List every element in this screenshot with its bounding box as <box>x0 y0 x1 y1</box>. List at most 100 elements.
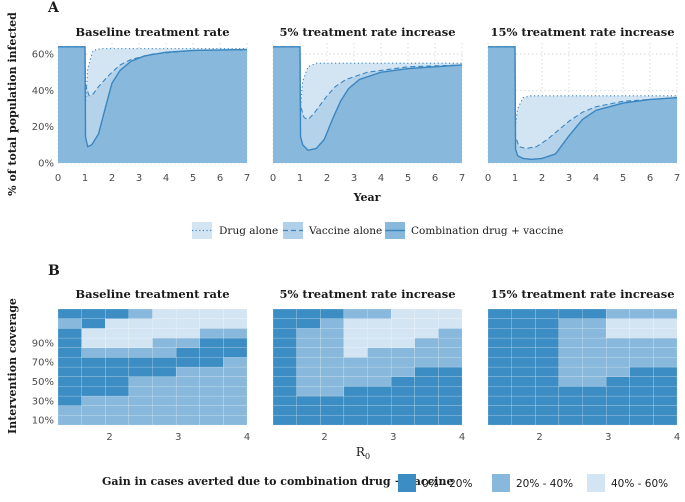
heatmap-cell <box>558 366 583 377</box>
heatmap-cell <box>128 376 153 387</box>
heatmap-title: 15% treatment rate increase <box>490 287 674 301</box>
heatmap-cell <box>175 386 200 397</box>
heatmap-cell <box>152 357 177 368</box>
area-combination <box>58 46 247 163</box>
heatmap-cell <box>511 337 536 348</box>
heatmap-cell <box>152 347 177 358</box>
r0-label-main: R <box>356 445 366 459</box>
heatmap-cell <box>653 347 678 358</box>
legend-swatch-0-20 <box>398 474 416 492</box>
heatmap-cell <box>152 405 177 416</box>
heatmap-cell <box>296 395 321 406</box>
x-tick-label: 1 <box>82 173 88 184</box>
heatmap-cell <box>582 395 607 406</box>
y-tick-label: 0% <box>38 159 54 170</box>
heatmap-cell <box>128 405 153 416</box>
heatmap-cell <box>105 405 130 416</box>
line-combination <box>273 46 463 152</box>
x-tick-label: 3 <box>566 173 572 184</box>
heatmap-cell <box>152 328 177 339</box>
heatmap-cell <box>128 386 153 397</box>
heatmap-cell <box>414 386 439 397</box>
heatmap-cell <box>487 376 512 387</box>
heatmap-cell <box>199 405 224 416</box>
heatmap-cell <box>105 318 130 329</box>
heatmap-cell <box>175 376 200 387</box>
legend-swatch-40-60 <box>587 474 605 492</box>
heatmap-cell <box>57 415 82 426</box>
heatmap-cell <box>175 366 200 377</box>
heatmap-cell <box>367 376 392 387</box>
heatmap-cell <box>199 337 224 348</box>
heatmap-cell <box>272 328 297 339</box>
heatmap-cell <box>487 395 512 406</box>
legend-item-drug-alone: Drug alone <box>192 222 278 239</box>
heatmap-cell <box>535 347 560 358</box>
heatmap-cell <box>175 337 200 348</box>
heatmap-cell <box>414 308 439 319</box>
heatmap-cell <box>223 415 248 426</box>
panel-b-legend-title: Gain in cases averted due to combination… <box>102 475 453 488</box>
heatmap-cell <box>105 395 130 406</box>
heatmap-cell <box>582 318 607 329</box>
x-tick-label: 4 <box>163 173 169 184</box>
panel-a-legend: Drug alone Vaccine alone Combination dru… <box>192 222 563 239</box>
heatmap-cell <box>487 328 512 339</box>
heatmap-cell <box>128 337 153 348</box>
heatmap-cell <box>605 357 630 368</box>
heatmap-cell <box>343 366 368 377</box>
heatmap-cell <box>605 347 630 358</box>
heatmap-cell <box>367 308 392 319</box>
heatmap-cell <box>199 366 224 377</box>
y-tick-label: 20% <box>32 122 54 133</box>
heatmap-cell <box>390 366 415 377</box>
heatmap-cell <box>511 347 536 358</box>
legend-label-40-60: 40% - 60% <box>611 478 668 490</box>
heatmap-cell <box>223 405 248 416</box>
heatmap-cell <box>438 376 463 387</box>
heatmap-cell <box>367 347 392 358</box>
heatmap-cell <box>629 347 654 358</box>
heatmap-cell <box>81 318 106 329</box>
heatmap-cell <box>511 308 536 319</box>
heatmap-cell <box>343 318 368 329</box>
heatmap-cell <box>128 395 153 406</box>
heatmap-title: 5% treatment rate increase <box>279 287 455 301</box>
x-tick-label: 6 <box>647 173 653 184</box>
heatmap-cell <box>535 415 560 426</box>
x-tick-label: 7 <box>674 173 680 184</box>
heatmap-cell <box>343 405 368 416</box>
y-tick-label: 60% <box>32 50 54 61</box>
heatmap-cell <box>414 328 439 339</box>
heatmap-cell <box>367 328 392 339</box>
heatmap-cell <box>653 328 678 339</box>
x-tick-label: 7 <box>459 173 465 184</box>
heatmap-cell <box>320 318 345 329</box>
heatmap-cell <box>438 415 463 426</box>
r0-label-subscript: 0 <box>365 452 370 461</box>
heatmap-cell <box>605 405 630 416</box>
heatmap-x-tick-label: 4 <box>674 432 680 443</box>
heatmap-cell <box>223 328 248 339</box>
heatmap-cell <box>487 347 512 358</box>
heatmap-cell <box>296 415 321 426</box>
heatmap-cell <box>414 318 439 329</box>
heatmap-cell <box>152 337 177 348</box>
heatmap-cell <box>81 366 106 377</box>
heatmap-cell <box>605 328 630 339</box>
heatmap-cell <box>511 318 536 329</box>
heatmap-cell <box>367 386 392 397</box>
heatmap-cell <box>582 308 607 319</box>
heatmap-cell <box>320 366 345 377</box>
heatmap-cell <box>223 376 248 387</box>
heatmap-cell <box>320 376 345 387</box>
heatmap-cell <box>343 415 368 426</box>
legend-label-drug-alone: Drug alone <box>219 225 278 237</box>
heatmap-cell <box>81 405 106 416</box>
heatmap-cell <box>390 376 415 387</box>
heatmap-cell <box>629 395 654 406</box>
heatmap-cell <box>438 357 463 368</box>
heatmap-cell <box>605 395 630 406</box>
heatmap-cell <box>57 395 82 406</box>
heatmap-cell <box>105 415 130 426</box>
